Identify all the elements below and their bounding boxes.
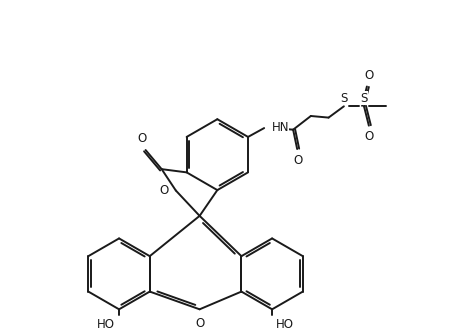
Text: HN: HN xyxy=(271,121,289,134)
Text: HO: HO xyxy=(97,318,115,331)
Text: S: S xyxy=(360,92,368,105)
Text: S: S xyxy=(340,92,348,105)
Text: O: O xyxy=(159,184,168,197)
Text: O: O xyxy=(365,69,374,82)
Text: O: O xyxy=(293,154,303,167)
Text: O: O xyxy=(138,132,147,145)
Text: HO: HO xyxy=(276,318,294,331)
Text: O: O xyxy=(365,130,374,143)
Text: O: O xyxy=(195,317,204,330)
